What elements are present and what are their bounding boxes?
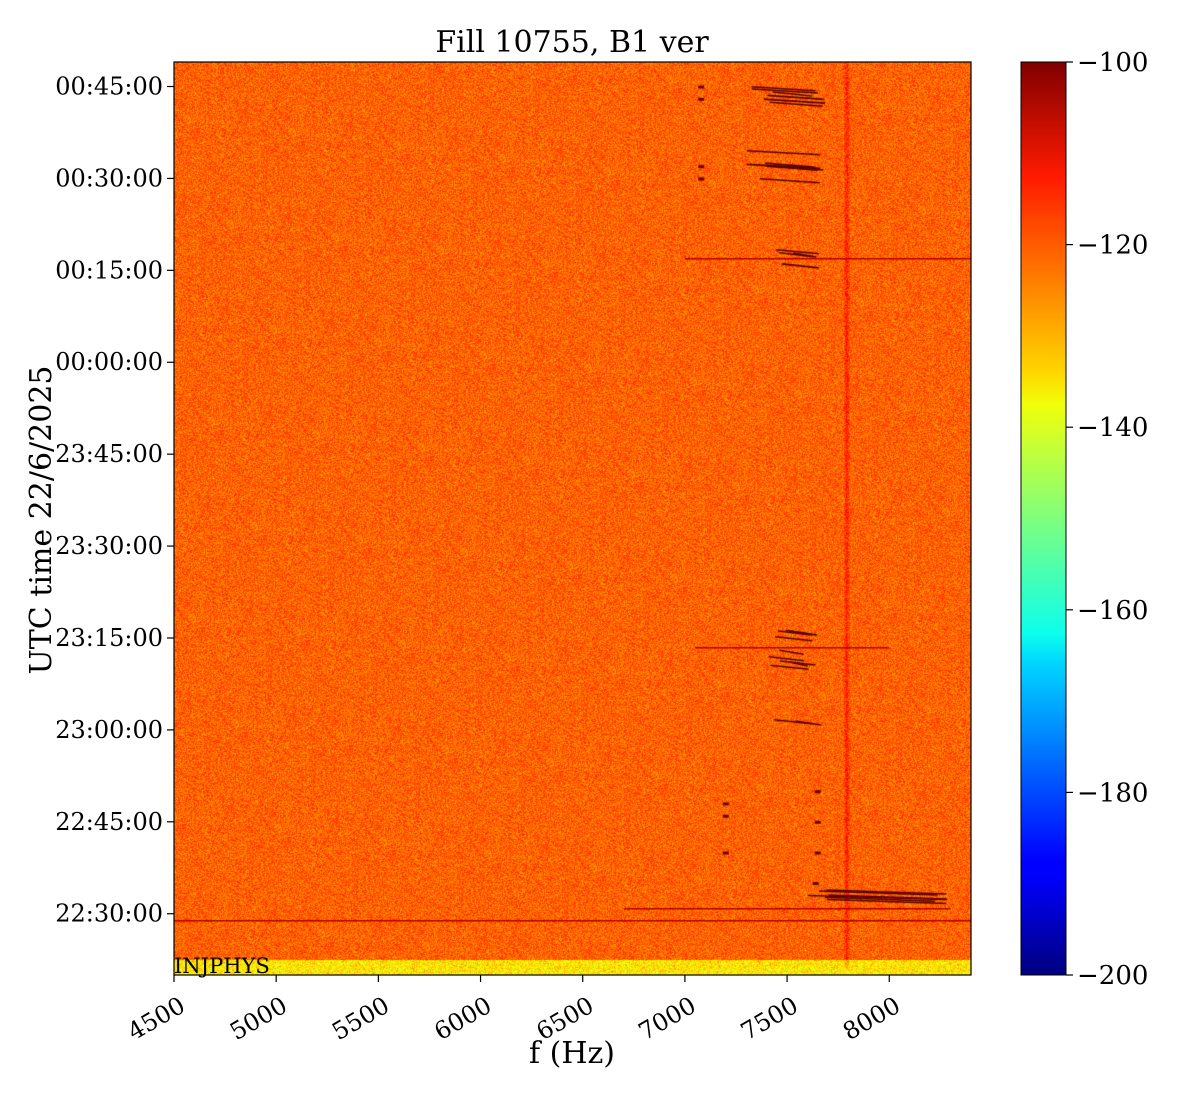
y-axis: 22:30:00 22:45:00 23:00:00 23:15:00 23:30:00…: [55, 73, 174, 928]
x-tick-label: 4500: [123, 991, 190, 1046]
x-tick-label: 8000: [838, 991, 905, 1046]
y-tick-label: 00:45:00: [55, 73, 163, 101]
spectrogram-heatmap: [174, 62, 971, 975]
y-tick-label: 23:15:00: [55, 624, 163, 652]
colorbar-tick-label: −120: [1077, 231, 1148, 261]
colorbar: −100 −120 −140 −160 −180 −200: [1020, 48, 1148, 991]
colorbar-tick-label: −100: [1077, 48, 1148, 78]
y-tick-label: 22:45:00: [55, 808, 163, 836]
x-tick-label: 5500: [327, 991, 394, 1046]
injphys-annotation: INJPHYS: [174, 954, 270, 978]
x-tick-label: 6000: [429, 991, 496, 1046]
colorbar-tick-label: −140: [1077, 413, 1148, 443]
x-tick-label: 7500: [736, 991, 803, 1046]
y-tick-label: 23:30:00: [55, 532, 163, 560]
colorbar-tick-label: −200: [1077, 961, 1148, 991]
plot-frame: [173, 61, 972, 976]
x-tick-label: 7000: [634, 991, 701, 1046]
y-tick-label: 22:30:00: [55, 900, 163, 928]
colorbar-tick-label: −160: [1077, 596, 1148, 626]
x-tick-label: 5000: [225, 991, 292, 1046]
colorbar-gradient: [1020, 61, 1067, 976]
colorbar-tick-label: −180: [1077, 778, 1148, 808]
spectrogram-plot-area: 4500 5000 5500 6000 6500 7000 7500 8000 22:30:0…: [55, 61, 972, 1046]
y-axis-label: UTC time 22/6/2025: [24, 366, 59, 675]
y-tick-label: 00:30:00: [55, 164, 163, 192]
colorbar-ticks: −100 −120 −140 −160 −180 −200: [1066, 48, 1148, 991]
y-tick-label: 00:00:00: [55, 348, 163, 376]
y-tick-label: 23:45:00: [55, 440, 163, 468]
y-tick-label: 00:15:00: [55, 256, 163, 284]
y-tick-label: 23:00:00: [55, 716, 163, 744]
x-axis-label: f (Hz): [529, 1036, 615, 1071]
chart-title: Fill 10755, B1 ver: [435, 25, 709, 60]
x-axis: 4500 5000 5500 6000 6500 7000 7500 8000: [123, 975, 905, 1046]
